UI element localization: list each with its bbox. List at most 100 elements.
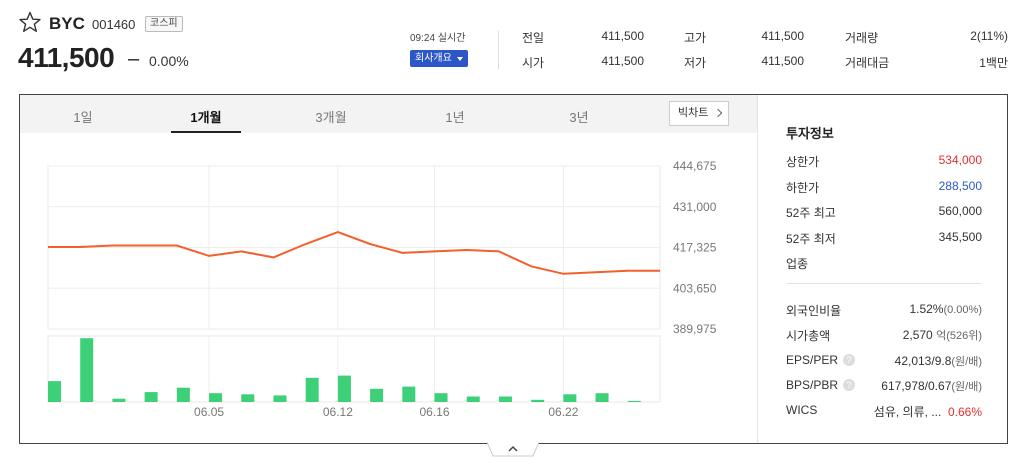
tab-1month[interactable]: 1개월 (190, 110, 222, 125)
foreign-ratio-value: 1.52%(0.00%) (909, 302, 982, 316)
volume-bar (273, 395, 287, 402)
eps-per-text: EPS/PER (786, 353, 839, 367)
wics-sector[interactable]: 섬유, 의류, ... (873, 405, 942, 419)
sector-label: 업종 (786, 257, 809, 271)
bps-pbr-text: BPS/PBR (786, 378, 839, 392)
foreign-ratio-change: (0.00%) (943, 304, 982, 316)
foreign-ratio-label: 외국인비율 (786, 304, 842, 318)
stock-code: 001460 (92, 17, 136, 32)
favorite-star-icon[interactable] (18, 11, 42, 33)
market-cap-label: 시가총액 (786, 329, 831, 343)
eps-per-unit: (원/배) (951, 356, 982, 368)
bps-pbr-number: 617,978/0.67 (881, 379, 952, 393)
volume-bar (305, 377, 319, 402)
amount-value: 1백만 (979, 56, 1008, 70)
realtime-timestamp: 09:24 실시간 (410, 33, 466, 44)
low-label: 저가 (684, 56, 707, 70)
big-chart-label: 빅차트 (678, 107, 709, 119)
change-rate: 0.00% (149, 53, 189, 69)
change-sign: – (128, 48, 140, 70)
volume-bar (176, 387, 190, 402)
market-cap-number: 2,570 (902, 328, 933, 342)
y-tick-label: 431,000 (673, 200, 717, 214)
tab-3month[interactable]: 3개월 (315, 110, 347, 125)
foreign-ratio-number: 1.52% (909, 302, 944, 316)
investment-info-panel: 투자정보 상한가 534,000 하한가 288,500 52주 최고 560,… (758, 95, 1007, 443)
lower-limit-value: 288,500 (938, 179, 982, 193)
collapse-toggle[interactable] (487, 442, 539, 458)
high52-label: 52주 최고 (786, 206, 836, 220)
volume-bar (498, 396, 512, 402)
bps-pbr-label: BPS/PBR? (786, 378, 856, 392)
chart-box: 1일 1개월 3개월 1년 3년 빅차트 444,675 431,000 417,3… (19, 94, 1008, 444)
chevron-up-icon (508, 445, 518, 452)
volume-bar (48, 381, 61, 402)
volume-bar (434, 393, 448, 402)
volume-bar (144, 392, 158, 402)
volume-bar (209, 393, 223, 402)
volume-bar (241, 394, 255, 402)
volume-value: 2(11%) (970, 29, 1008, 43)
market-badge: 코스피 (145, 16, 183, 32)
wics-rate: 0.66% (947, 405, 982, 419)
y-tick-label: 444,675 (673, 159, 717, 173)
volume-bar (80, 338, 94, 402)
upper-limit-label: 상한가 (786, 155, 820, 169)
period-tabs: 1일 1개월 3개월 1년 3년 빅차트 (20, 95, 757, 133)
company-overview-label: 회사개요 (415, 53, 452, 64)
prev-close-label: 전일 (522, 31, 545, 45)
y-tick-label: 403,650 (673, 281, 717, 295)
volume-bar (595, 393, 609, 402)
price-chart: 444,675 431,000 417,325 403,650 389,975 06.0… (47, 159, 717, 419)
x-tick-label: 06.22 (548, 405, 578, 419)
stock-header: BYC 001460 코스피 411,500 – 0.00% 09:24 실시간… (0, 0, 1026, 90)
market-cap-unit: 억(526위) (936, 330, 982, 342)
tab-1year[interactable]: 1년 (445, 110, 465, 125)
volume-bar (370, 388, 384, 402)
upper-limit-value: 534,000 (938, 153, 982, 167)
low52-label: 52주 최저 (786, 232, 836, 246)
x-tick-label: 06.12 (323, 405, 353, 419)
help-icon[interactable]: ? (843, 379, 856, 391)
bps-pbr-unit: (원/배) (951, 381, 982, 393)
low-value: 411,500 (761, 54, 805, 68)
x-tick-label: 06.16 (420, 405, 450, 419)
volume-bar (112, 398, 126, 402)
panel-divider (757, 95, 758, 443)
caret-down-icon (457, 57, 463, 61)
eps-per-number: 42,013/9.8 (894, 354, 952, 368)
current-price: 411,500 (18, 42, 115, 73)
volume-bar (466, 396, 480, 402)
header-divider (498, 31, 499, 69)
x-tick-label: 06.05 (194, 405, 224, 419)
high-label: 고가 (684, 31, 707, 45)
open-value: 411,500 (601, 54, 645, 68)
prev-close-value: 411,500 (601, 29, 645, 43)
volume-label: 거래량 (845, 31, 879, 45)
wics-label: WICS (786, 403, 818, 417)
volume-bar (627, 400, 641, 402)
bps-pbr-value: 617,978/0.67(원/배) (881, 378, 982, 394)
amount-label: 거래대금 (845, 56, 890, 70)
volume-bar (531, 399, 545, 402)
help-icon[interactable]: ? (843, 354, 856, 366)
tab-1day[interactable]: 1일 (73, 110, 93, 125)
volume-bar (337, 375, 351, 402)
company-overview-button[interactable]: 회사개요 (410, 50, 468, 67)
low52-value: 345,500 (938, 230, 982, 244)
y-tick-label: 417,325 (673, 241, 717, 255)
lower-limit-label: 하한가 (786, 181, 820, 195)
market-cap-value: 2,570 억(526위) (903, 327, 982, 343)
open-label: 시가 (522, 56, 545, 70)
high52-value: 560,000 (938, 204, 982, 218)
stock-name: BYC (49, 14, 85, 33)
panel-separator (786, 283, 982, 284)
price-line (48, 231, 660, 275)
investment-info-title: 투자정보 (786, 126, 834, 141)
big-chart-button[interactable]: 빅차트 (669, 101, 729, 126)
high-value: 411,500 (761, 29, 805, 43)
volume-bar (402, 386, 416, 402)
volume-bar (563, 394, 577, 402)
tab-3year[interactable]: 3년 (569, 110, 589, 125)
active-tab-indicator (171, 131, 241, 133)
